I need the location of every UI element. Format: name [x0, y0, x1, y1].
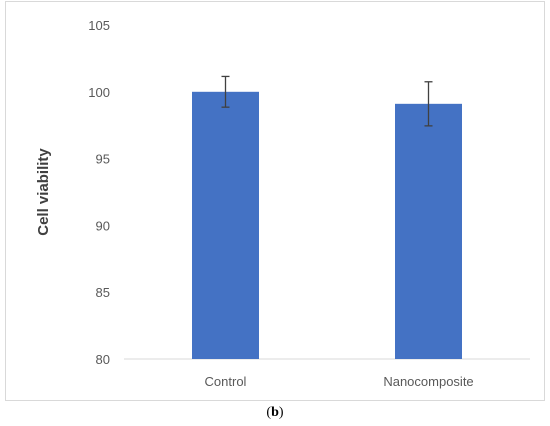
figure-caption: (b)	[0, 405, 550, 421]
bars	[192, 91, 462, 360]
x-tick-label: Control	[205, 374, 247, 389]
error-bar-nanocomposite	[424, 81, 433, 127]
x-tick-labels: Control Nanocomposite	[205, 374, 474, 389]
y-tick-labels: 80 85 90 95 100 105	[88, 18, 110, 367]
x-tick-label: Nanocomposite	[383, 374, 473, 389]
y-tick-label: 80	[96, 352, 110, 367]
y-tick-label: 100	[88, 85, 110, 100]
y-axis-label: Cell viability	[35, 148, 52, 236]
caption-letter: b	[271, 405, 279, 420]
caption-close: )	[278, 405, 284, 420]
error-bar-control	[221, 75, 230, 108]
bar-nanocomposite	[395, 103, 462, 359]
y-tick-label: 95	[96, 152, 110, 167]
bar-control	[192, 91, 259, 360]
error-bars	[221, 75, 433, 127]
y-tick-label: 90	[96, 218, 110, 233]
caption-open: (	[266, 405, 272, 420]
y-tick-label: 105	[88, 18, 110, 33]
y-tick-label: 85	[96, 285, 110, 300]
